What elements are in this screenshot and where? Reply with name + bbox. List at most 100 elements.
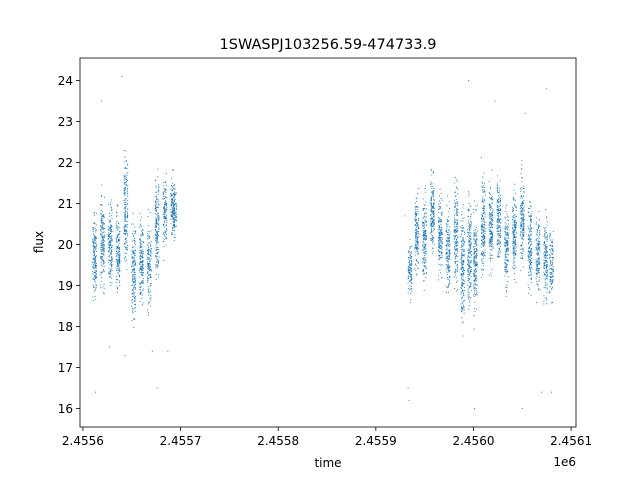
data-point [500,229,502,231]
data-point [456,288,458,291]
data-point [126,179,129,182]
data-point [468,249,470,251]
data-point [139,289,141,291]
data-point [149,301,151,303]
data-point [163,239,165,241]
data-point [522,248,524,250]
data-point [165,237,168,239]
data-point [512,219,514,221]
data-point [469,225,471,227]
data-point [415,238,417,240]
data-point [544,235,546,237]
data-point [100,209,102,211]
data-point [528,247,530,249]
data-point [116,237,118,239]
data-point [155,214,157,216]
data-point [100,247,102,249]
data-point [475,205,477,208]
data-point [482,212,485,215]
data-point [131,223,133,225]
data-point [170,193,172,195]
data-point [101,222,103,224]
data-point [176,205,178,207]
data-point [416,250,419,253]
data-point [460,226,462,228]
data-point [410,252,412,254]
data-point [133,223,135,225]
data-point [132,268,134,271]
data-point [425,208,427,210]
data-point [468,195,470,197]
data-point [468,278,470,280]
data-point [133,267,136,269]
data-point [125,183,127,185]
data-point [93,290,96,292]
data-point [498,191,500,193]
data-point [547,264,549,266]
data-point [521,159,523,162]
data-point [473,235,475,237]
data-point [537,228,539,230]
data-point [482,262,484,264]
data-point [116,225,118,227]
data-point [422,239,424,241]
data-point [422,208,424,210]
data-point [462,283,464,285]
data-point [416,206,418,208]
data-point [100,257,102,259]
data-point [519,207,521,209]
data-point [543,303,545,305]
data-point [99,274,102,276]
data-point [513,247,515,249]
data-point [125,205,127,207]
data-point [414,229,416,231]
data-point [422,224,424,227]
data-point [92,296,94,298]
data-point [92,284,94,286]
data-point [440,192,442,194]
data-point [468,232,470,234]
data-point [551,287,554,289]
data-point [415,223,418,225]
data-point [108,221,110,223]
data-point [96,238,98,240]
data-point [432,214,434,216]
data-point [100,230,102,232]
data-point [483,255,485,257]
data-point [551,273,553,275]
data-point [148,262,151,265]
data-point [482,258,485,260]
data-point [134,303,136,305]
data-point [103,245,105,247]
data-point [497,191,499,193]
data-point [490,204,492,206]
data-point [522,197,524,199]
data-points [92,75,555,410]
data-point [141,243,143,246]
data-point [544,241,546,243]
data-point [484,186,486,188]
data-point [536,270,538,272]
data-point [457,226,459,228]
data-point [539,289,541,291]
data-point [439,231,441,233]
data-point [535,246,537,249]
data-point [496,220,498,222]
data-point [94,289,97,291]
data-point [172,209,175,211]
data-point [521,216,523,218]
data-point [549,234,551,236]
data-point [549,280,551,283]
data-point [482,252,484,254]
data-point [514,228,516,230]
x-tick-label: 2.4559 [355,434,397,448]
data-point [550,244,552,246]
data-point [141,304,144,306]
data-point [134,280,137,282]
data-point [423,207,426,209]
data-point [467,261,469,263]
data-point [499,199,501,201]
data-point [461,211,463,213]
data-point [469,272,471,274]
data-point [513,227,515,229]
